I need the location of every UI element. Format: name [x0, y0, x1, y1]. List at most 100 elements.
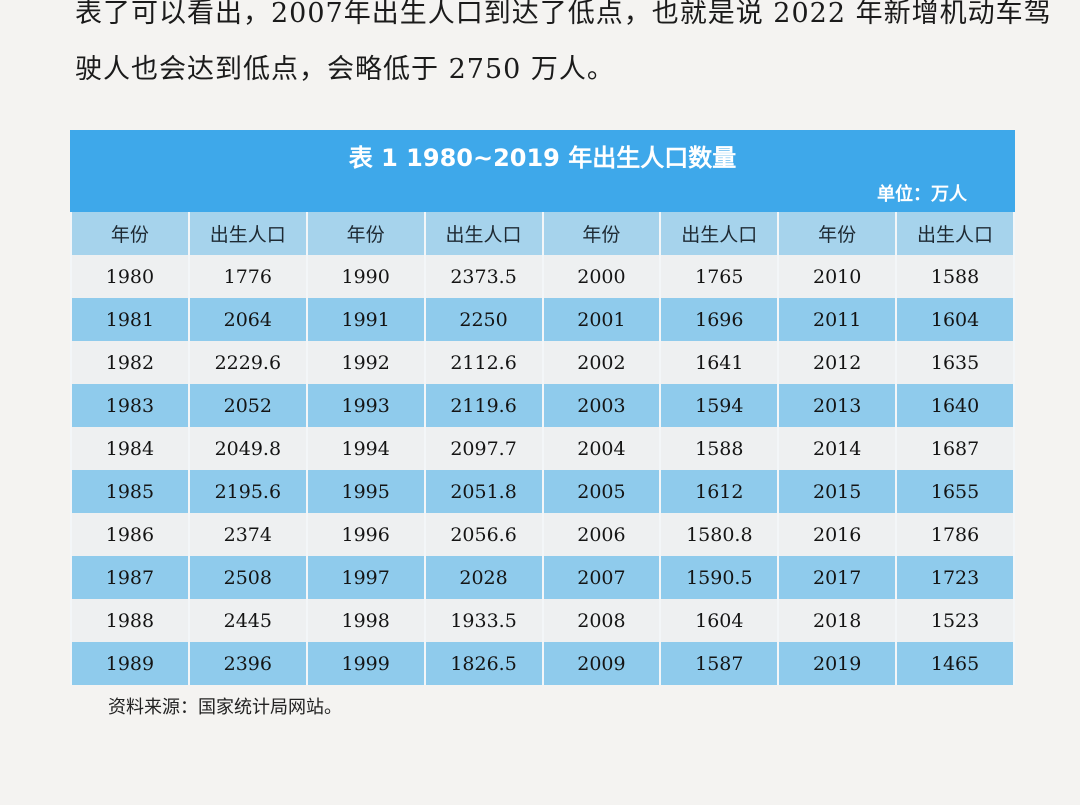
cell-year: 2008 — [541, 599, 662, 642]
cell-births: 1696 — [659, 298, 780, 341]
cell-year: 2009 — [541, 642, 662, 685]
col-header-year: 年份 — [70, 212, 190, 255]
cell-year: 1984 — [70, 427, 190, 470]
cell-year: 2004 — [541, 427, 662, 470]
cell-births: 2229.6 — [187, 341, 308, 384]
cell-births: 1604 — [659, 599, 780, 642]
cell-year: 1993 — [305, 384, 426, 427]
cell-births: 1612 — [659, 470, 780, 513]
body-text-line-1: 表了可以看出，2007年出生人口到达了低点，也就是说 2022 年新增机动车驾 — [75, 0, 1052, 29]
table-title-band: 表 1 1980~2019 年出生人口数量 单位：万人 — [70, 130, 1015, 212]
cell-births: 1604 — [895, 298, 1015, 341]
cell-births: 2052 — [187, 384, 308, 427]
table-row: 1983 2052 1993 2119.6 2003 1594 2013 1640 — [70, 384, 1015, 427]
cell-year: 2007 — [541, 556, 662, 599]
cell-year: 2002 — [541, 341, 662, 384]
cell-births: 1765 — [659, 255, 780, 298]
cell-births: 1655 — [895, 470, 1015, 513]
col-header-births: 出生人口 — [187, 212, 308, 255]
cell-births: 1640 — [895, 384, 1015, 427]
table-row: 1981 2064 1991 2250 2001 1696 2011 1604 — [70, 298, 1015, 341]
col-header-year: 年份 — [777, 212, 898, 255]
cell-births: 2195.6 — [187, 470, 308, 513]
cell-year: 2001 — [541, 298, 662, 341]
table-row: 1980 1776 1990 2373.5 2000 1765 2010 1588 — [70, 255, 1015, 298]
col-header-births: 出生人口 — [659, 212, 780, 255]
cell-year: 2003 — [541, 384, 662, 427]
cell-year: 2019 — [777, 642, 898, 685]
header-row: 年份 出生人口 年份 出生人口 年份 出生人口 年份 出生人口 — [70, 212, 1015, 255]
cell-year: 1997 — [305, 556, 426, 599]
cell-births: 2028 — [423, 556, 544, 599]
cell-births: 1723 — [895, 556, 1015, 599]
cell-births: 1580.8 — [659, 513, 780, 556]
cell-year: 1990 — [305, 255, 426, 298]
cell-year: 2010 — [777, 255, 898, 298]
cell-year: 2015 — [777, 470, 898, 513]
cell-births: 2374 — [187, 513, 308, 556]
table-body: 1980 1776 1990 2373.5 2000 1765 2010 1588 1981 20… — [70, 255, 1015, 685]
cell-year: 2012 — [777, 341, 898, 384]
data-source-note: 资料来源：国家统计局网站。 — [108, 697, 342, 718]
cell-year: 1986 — [70, 513, 190, 556]
cell-births: 2049.8 — [187, 427, 308, 470]
cell-births: 1826.5 — [423, 642, 544, 685]
cell-year: 1991 — [305, 298, 426, 341]
body-text: 表了可以看出，2007年出生人口到达了低点，也就是说 2022 年新增机动车驾 … — [75, 0, 1052, 98]
cell-year: 1983 — [70, 384, 190, 427]
cell-year: 2006 — [541, 513, 662, 556]
table-row: 1984 2049.8 1994 2097.7 2004 1588 2014 1687 — [70, 427, 1015, 470]
table-row: 1987 2508 1997 2028 2007 1590.5 2017 1723 — [70, 556, 1015, 599]
cell-year: 1987 — [70, 556, 190, 599]
cell-births: 2508 — [187, 556, 308, 599]
cell-year: 1999 — [305, 642, 426, 685]
table-row: 1982 2229.6 1992 2112.6 2002 1641 2012 1635 — [70, 341, 1015, 384]
cell-births: 2051.8 — [423, 470, 544, 513]
cell-births: 2119.6 — [423, 384, 544, 427]
cell-births: 2097.7 — [423, 427, 544, 470]
cell-births: 1641 — [659, 341, 780, 384]
cell-year: 2018 — [777, 599, 898, 642]
table-row: 1989 2396 1999 1826.5 2009 1587 2019 1465 — [70, 642, 1015, 685]
cell-year: 1994 — [305, 427, 426, 470]
cell-births: 1776 — [187, 255, 308, 298]
col-header-births: 出生人口 — [423, 212, 544, 255]
cell-births: 2064 — [187, 298, 308, 341]
cell-births: 2396 — [187, 642, 308, 685]
cell-births: 2056.6 — [423, 513, 544, 556]
col-header-births: 出生人口 — [895, 212, 1015, 255]
cell-year: 2011 — [777, 298, 898, 341]
cell-births: 1635 — [895, 341, 1015, 384]
birth-population-table: 表 1 1980~2019 年出生人口数量 单位：万人 年份 出生人口 年份 出… — [70, 130, 1015, 685]
cell-births: 2250 — [423, 298, 544, 341]
cell-year: 1989 — [70, 642, 190, 685]
cell-births: 1588 — [659, 427, 780, 470]
table-title: 表 1 1980~2019 年出生人口数量 — [348, 144, 737, 172]
cell-year: 2016 — [777, 513, 898, 556]
cell-births: 1594 — [659, 384, 780, 427]
col-header-year: 年份 — [305, 212, 426, 255]
col-header-year: 年份 — [541, 212, 662, 255]
cell-year: 1995 — [305, 470, 426, 513]
cell-births: 1587 — [659, 642, 780, 685]
cell-year: 1996 — [305, 513, 426, 556]
cell-births: 2445 — [187, 599, 308, 642]
cell-year: 1981 — [70, 298, 190, 341]
cell-year: 1982 — [70, 341, 190, 384]
cell-births: 2373.5 — [423, 255, 544, 298]
cell-year: 1998 — [305, 599, 426, 642]
body-text-line-2: 驶人也会达到低点，会略低于 2750 万人。 — [75, 54, 615, 85]
cell-births: 1590.5 — [659, 556, 780, 599]
cell-births: 1523 — [895, 599, 1015, 642]
cell-births: 2112.6 — [423, 341, 544, 384]
cell-births: 1465 — [895, 642, 1015, 685]
table-row: 1988 2445 1998 1933.5 2008 1604 2018 1523 — [70, 599, 1015, 642]
data-table: 年份 出生人口 年份 出生人口 年份 出生人口 年份 出生人口 1980 1776… — [70, 212, 1015, 685]
cell-year: 1992 — [305, 341, 426, 384]
cell-births: 1588 — [895, 255, 1015, 298]
cell-year: 2000 — [541, 255, 662, 298]
cell-year: 2014 — [777, 427, 898, 470]
cell-births: 1687 — [895, 427, 1015, 470]
cell-births: 1933.5 — [423, 599, 544, 642]
table-unit: 单位：万人 — [877, 184, 967, 205]
